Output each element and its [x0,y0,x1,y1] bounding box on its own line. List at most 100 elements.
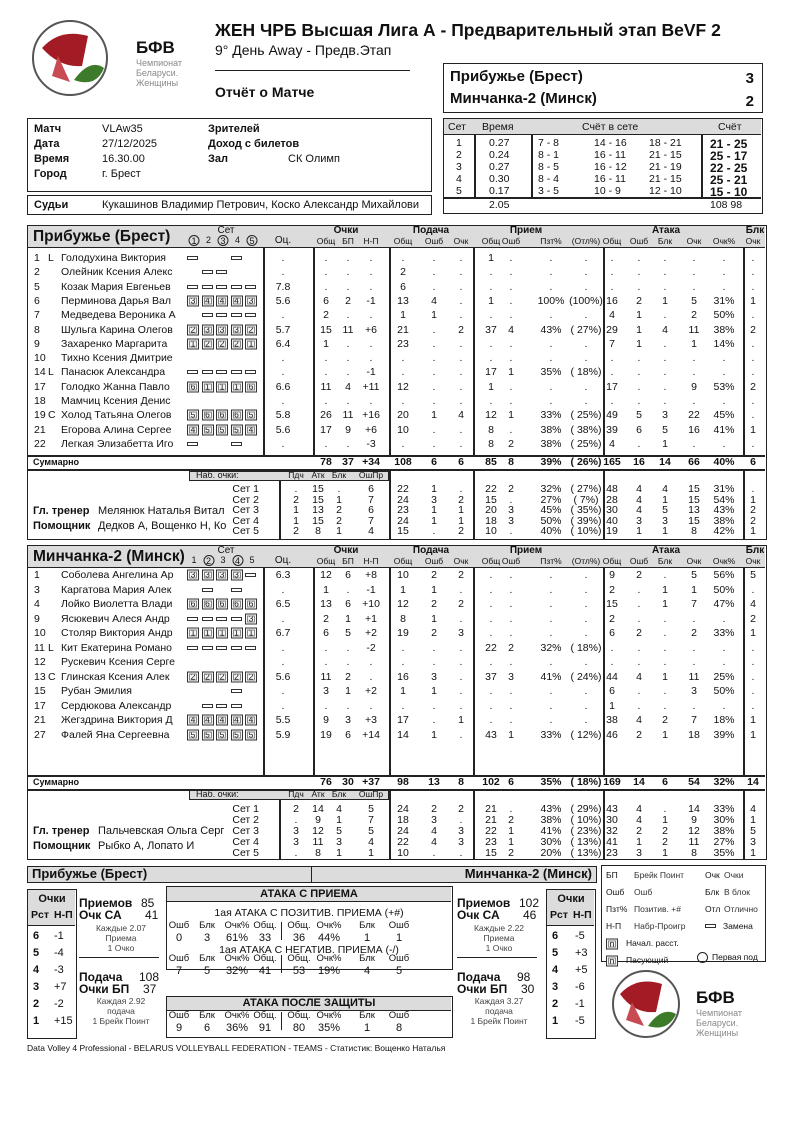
stat-cell: 11 [342,323,354,336]
stat-cell: . [584,380,588,393]
stat-cell: 1 [662,294,668,307]
column-subheader: Ошб [424,556,444,566]
set-duration: 0.30 [489,173,510,185]
stat-cell: . [281,395,285,407]
breakdown-cell: 1 [458,504,464,516]
breakdown-cell: 43% [713,504,735,516]
breakdown-cell: 1 [508,825,514,837]
substitution-icon [245,645,256,650]
attack-stat-header: Ошб [168,920,190,931]
breakdown-header: Атк [311,789,325,799]
legend-abbr: Отл [705,904,721,914]
stat-cell: 2 [431,598,437,610]
stat-cell: 20 [397,409,409,422]
stat-cell: . [663,395,667,407]
summary-cell: 30 [342,776,354,788]
stat-cell: 2 [636,728,642,741]
attack-stat-header: Общ. [287,1010,311,1021]
starting-position-box: 6 [245,381,257,393]
stat-cell: . [432,352,436,365]
stat-cell: 6.7 [275,627,291,639]
stat-cell: . [549,699,553,712]
partial-score: 21 - 19 [649,161,682,173]
substitution-icon [201,616,213,621]
stat-cell: . [584,266,588,279]
serve-note: Каждая 2.92 [96,996,146,1006]
breakdown-cell: ( 10%) [570,525,602,537]
stat-cell: . [281,641,285,654]
stat-cell: 13 [397,294,409,307]
substitution-icon [230,256,242,260]
attack-stat-header: Ошб [388,953,410,964]
header-set: Сет [217,545,235,556]
rotation-number: 1 [33,1015,40,1027]
substitution-icon [230,284,242,289]
stat-cell: ( 25%) [570,409,602,422]
total-points: 108 98 [710,199,743,211]
set-number: 2 [205,235,212,245]
stat-cell: 6 [609,685,615,697]
breakdown-cell: 43% [540,803,562,815]
stat-cell: . [549,656,553,668]
stat-cell: 18% [713,714,735,726]
set-score: 15 - 10 [710,185,748,199]
stat-cell: 2 [431,569,437,581]
stat-cell: 38% [540,423,562,436]
stat-cell: 29 [606,323,618,336]
attack-stat-value: 53 [292,965,306,977]
attack-stat-value: 35% [317,1022,341,1034]
breakdown-cell: 1 [293,514,299,527]
stat-cell: 11 [688,670,700,683]
report-subtitle: 9° День Away - Предв.Этап [215,42,392,58]
stat-cell: 5.7 [275,323,291,336]
stat-cell: . [346,252,350,264]
breakdown-cell: 6 [368,504,374,516]
substitution-icon [201,284,213,289]
stat-cell: 1 [431,612,437,625]
breakdown-cell: 1 [662,493,668,506]
first-serve-set-number: 5 [246,235,258,246]
stat-cell: 6 [345,569,351,581]
summary-cell: 85 [485,456,497,468]
attack-stat-header: Общ. [287,920,311,931]
set-label: Сет 4 [232,514,259,527]
reception-note: Каждые 2.22 [473,923,525,933]
starting-position-box: 3 [230,324,243,335]
player-number: 6 [34,294,40,307]
stat-cell: 33% [713,627,735,639]
stat-cell: 12 [485,409,497,422]
set-label: Сет 3 [232,504,259,516]
starting-position-box: 5 [216,729,228,740]
stat-cell: 38% [540,437,562,450]
stat-cell: . [692,437,696,450]
breakdown-cell: 8 [315,847,321,859]
breakdown-header: Атк [311,470,325,480]
stat-cell: 1 [400,309,406,322]
stat-cell: 11 [342,409,354,422]
legend-text: Отлично [724,904,758,914]
stat-cell: . [692,699,696,712]
bfv-logo-emblem-bottom [612,970,680,1038]
stat-cell: . [346,352,350,365]
stat-cell: . [663,656,667,668]
attack-stat-header: Блк [199,920,215,931]
stat-cell: . [324,656,328,668]
player-number: 5 [34,280,40,293]
stat-cell: 4 [609,309,615,322]
reception-note: 1 Очко [485,943,513,953]
starting-position-box: 1 [216,627,228,639]
player-name: Панасюк Александра [61,366,166,379]
stat-cell: . [584,309,588,322]
stat-cell: 1 [431,685,437,697]
stat-cell: . [509,612,513,625]
stat-cell: 2 [636,294,642,307]
rotation-number: 2 [552,998,559,1010]
breakdown-cell: 23 [485,836,497,848]
starting-position-box: 2 [245,671,257,682]
summary-cell: ( 18%) [570,776,602,788]
column-subheader: Н-П [363,556,379,566]
summary-cell: 102 [482,776,500,788]
header-set: Сет [217,225,235,236]
stat-cell: . [584,583,588,596]
legend-abbr: БП [606,870,618,880]
